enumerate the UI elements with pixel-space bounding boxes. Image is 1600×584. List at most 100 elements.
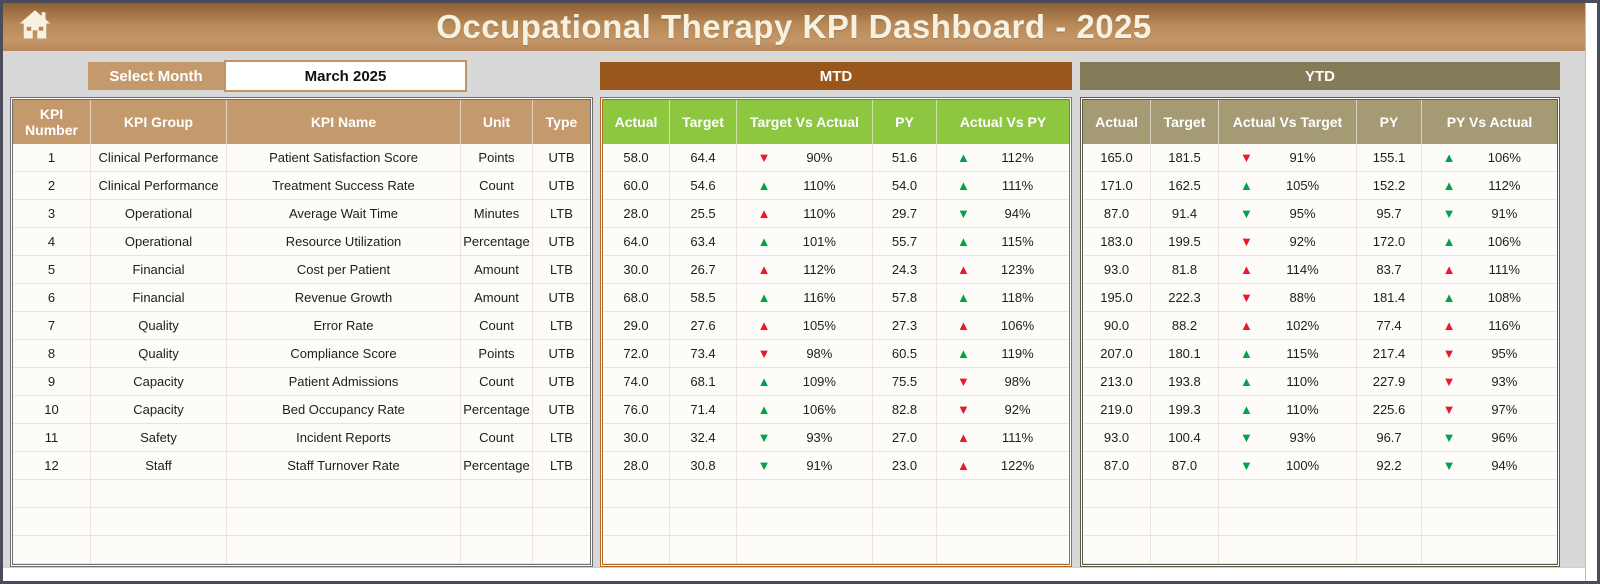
variance-percent: 123% bbox=[1000, 262, 1035, 277]
cell-mtd-target-vs-actual: ▲ 106% bbox=[737, 396, 873, 424]
vertical-scrollbar[interactable] bbox=[1585, 3, 1597, 581]
cell-ytd-target: 199.3 bbox=[1151, 396, 1219, 424]
triangle-up-icon: ▲ bbox=[1442, 318, 1456, 333]
triangle-up-icon: ▲ bbox=[1442, 290, 1456, 305]
cell-mtd-actual-vs-py: ▲ 112% bbox=[937, 144, 1069, 172]
cell-ytd-actual-vs-target: ▲ 114% bbox=[1219, 256, 1357, 284]
cell-mtd-actual-vs-py: ▲ 115% bbox=[937, 228, 1069, 256]
variance-percent: 93% bbox=[1491, 374, 1518, 389]
triangle-up-icon: ▲ bbox=[956, 178, 970, 193]
cell-mtd-target-vs-actual: ▼ 90% bbox=[737, 144, 873, 172]
variance-percent: 110% bbox=[1286, 402, 1319, 417]
variance-percent: 93% bbox=[1289, 430, 1316, 445]
variance-percent: 122% bbox=[1000, 458, 1035, 473]
triangle-up-icon: ▲ bbox=[956, 150, 970, 165]
col-header-unit: Unit bbox=[461, 100, 533, 144]
cell-kpi-name: Incident Reports bbox=[227, 424, 461, 452]
cell-empty bbox=[873, 508, 937, 536]
variance-percent: 118% bbox=[1001, 290, 1034, 305]
title-bar: Occupational Therapy KPI Dashboard - 202… bbox=[3, 3, 1585, 51]
cell-mtd-actual: 76.0 bbox=[603, 396, 670, 424]
variance-percent: 105% bbox=[802, 318, 836, 333]
mtd-table-header: Actual Target Target Vs Actual PY Actual… bbox=[603, 100, 1069, 144]
variance-percent: 88% bbox=[1289, 290, 1316, 305]
table-row: 93.0 100.4 ▼ 93% 96.7 ▼ 96% bbox=[1083, 424, 1557, 452]
cell-ytd-target: 193.8 bbox=[1151, 368, 1219, 396]
cell-mtd-py: 55.7 bbox=[873, 228, 937, 256]
cell-kpi-group: Quality bbox=[91, 312, 227, 340]
cell-ytd-py-vs-actual: ▲ 106% bbox=[1422, 228, 1557, 256]
variance-percent: 110% bbox=[1286, 374, 1319, 389]
cell-kpi-number: 6 bbox=[13, 284, 91, 312]
cell-kpi-number: 7 bbox=[13, 312, 91, 340]
cell-ytd-actual: 87.0 bbox=[1083, 200, 1151, 228]
cell-mtd-py: 27.3 bbox=[873, 312, 937, 340]
cell-empty bbox=[533, 508, 590, 536]
triangle-up-icon: ▲ bbox=[956, 458, 970, 473]
cell-type: LTB bbox=[533, 256, 590, 284]
select-month-dropdown[interactable]: March 2025 bbox=[224, 60, 467, 92]
cell-kpi-group: Quality bbox=[91, 340, 227, 368]
variance-percent: 98% bbox=[806, 346, 833, 361]
triangle-down-icon: ▼ bbox=[956, 402, 970, 417]
cell-ytd-actual: 90.0 bbox=[1083, 312, 1151, 340]
variance-percent: 94% bbox=[1491, 458, 1518, 473]
table-row bbox=[603, 508, 1069, 536]
cell-ytd-actual: 171.0 bbox=[1083, 172, 1151, 200]
cell-empty bbox=[1151, 480, 1219, 508]
home-button[interactable] bbox=[13, 7, 57, 47]
cell-ytd-py-vs-actual: ▼ 94% bbox=[1422, 452, 1557, 480]
cell-mtd-actual: 60.0 bbox=[603, 172, 670, 200]
col-header-kpi-number: KPI Number bbox=[13, 100, 91, 144]
cell-ytd-py: 227.9 bbox=[1357, 368, 1422, 396]
cell-mtd-target-vs-actual: ▲ 110% bbox=[737, 172, 873, 200]
cell-mtd-actual: 68.0 bbox=[603, 284, 670, 312]
cell-empty bbox=[91, 536, 227, 564]
variance-percent: 90% bbox=[806, 150, 833, 165]
table-row bbox=[1083, 480, 1557, 508]
cell-ytd-py-vs-actual: ▼ 97% bbox=[1422, 396, 1557, 424]
variance-percent: 92% bbox=[1289, 234, 1316, 249]
cell-ytd-py-vs-actual: ▲ 112% bbox=[1422, 172, 1557, 200]
cell-kpi-number: 9 bbox=[13, 368, 91, 396]
cell-mtd-target: 58.5 bbox=[670, 284, 737, 312]
triangle-down-icon: ▼ bbox=[757, 458, 771, 473]
triangle-down-icon: ▼ bbox=[757, 430, 771, 445]
triangle-up-icon: ▲ bbox=[757, 262, 771, 277]
cell-mtd-actual-vs-py: ▼ 94% bbox=[937, 200, 1069, 228]
cell-mtd-py: 54.0 bbox=[873, 172, 937, 200]
cell-kpi-group: Financial bbox=[91, 256, 227, 284]
cell-mtd-target: 30.8 bbox=[670, 452, 737, 480]
cell-ytd-target: 222.3 bbox=[1151, 284, 1219, 312]
cell-kpi-group: Capacity bbox=[91, 368, 227, 396]
cell-mtd-target-vs-actual: ▼ 91% bbox=[737, 452, 873, 480]
cell-empty bbox=[461, 480, 533, 508]
cell-kpi-name: Average Wait Time bbox=[227, 200, 461, 228]
variance-percent: 108% bbox=[1487, 290, 1521, 305]
col-header-ytd-actual: Actual bbox=[1083, 100, 1151, 144]
cell-mtd-target: 68.1 bbox=[670, 368, 737, 396]
cell-empty bbox=[603, 480, 670, 508]
cell-ytd-actual-vs-target: ▼ 91% bbox=[1219, 144, 1357, 172]
cell-ytd-actual-vs-target: ▼ 88% bbox=[1219, 284, 1357, 312]
cell-mtd-target: 64.4 bbox=[670, 144, 737, 172]
cell-empty bbox=[1219, 480, 1357, 508]
cell-empty bbox=[1357, 508, 1422, 536]
table-row: 87.0 91.4 ▼ 95% 95.7 ▼ 91% bbox=[1083, 200, 1557, 228]
cell-kpi-name: Treatment Success Rate bbox=[227, 172, 461, 200]
triangle-up-icon: ▲ bbox=[1442, 178, 1456, 193]
cell-kpi-name: Staff Turnover Rate bbox=[227, 452, 461, 480]
table-row: 30.0 26.7 ▲ 112% 24.3 ▲ 123% bbox=[603, 256, 1069, 284]
cell-kpi-group: Operational bbox=[91, 200, 227, 228]
table-row: 219.0 199.3 ▲ 110% 225.6 ▼ 97% bbox=[1083, 396, 1557, 424]
triangle-up-icon: ▲ bbox=[757, 374, 771, 389]
triangle-up-icon: ▲ bbox=[956, 430, 970, 445]
cell-ytd-target: 100.4 bbox=[1151, 424, 1219, 452]
cell-mtd-actual-vs-py: ▲ 106% bbox=[937, 312, 1069, 340]
cell-ytd-actual-vs-target: ▼ 92% bbox=[1219, 228, 1357, 256]
triangle-up-icon: ▲ bbox=[956, 346, 970, 361]
table-row: 12 Staff Staff Turnover Rate Percentage LTB bbox=[13, 452, 590, 480]
kpi-info-table-body: 1 Clinical Performance Patient Satisfactio… bbox=[13, 144, 590, 564]
table-row: 74.0 68.1 ▲ 109% 75.5 ▼ 98% bbox=[603, 368, 1069, 396]
